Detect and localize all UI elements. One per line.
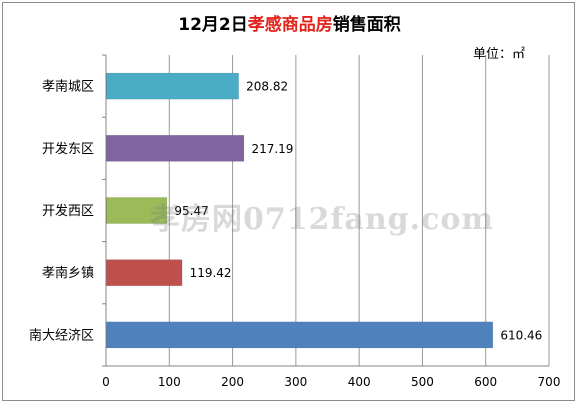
bar — [106, 321, 494, 349]
x-tick-label: 0 — [102, 375, 110, 389]
bar — [106, 134, 245, 162]
bar — [106, 197, 168, 224]
chart-title: 12月2日孝感商品房销售面积 — [0, 10, 579, 35]
value-label: 119.42 — [190, 266, 232, 280]
x-tick-label: 500 — [411, 375, 434, 389]
category-label: 开发西区 — [42, 203, 94, 219]
title-suffix: 销售面积 — [332, 15, 401, 35]
x-tick-label: 200 — [221, 375, 244, 389]
category-label: 孝南乡镇 — [42, 265, 94, 281]
x-tick-label: 600 — [474, 375, 497, 389]
category-label: 开发东区 — [42, 141, 94, 157]
value-label: 95.47 — [174, 204, 208, 218]
x-tick-label: 400 — [348, 375, 371, 389]
x-tick-label: 300 — [284, 375, 307, 389]
watermark: 孝房网0712fang.com — [150, 202, 495, 237]
title-date: 12月2日 — [178, 15, 248, 35]
x-tick-label: 100 — [158, 375, 181, 389]
category-label: 孝南城区 — [42, 79, 94, 95]
bar — [106, 72, 239, 100]
x-tick-label: 700 — [538, 375, 561, 389]
value-label: 217.19 — [251, 142, 293, 156]
category-label: 南大经济区 — [29, 327, 94, 343]
value-label: 208.82 — [246, 80, 288, 94]
title-highlight: 孝感商品房 — [247, 15, 333, 35]
bar — [106, 259, 183, 287]
value-label: 610.46 — [500, 328, 542, 342]
